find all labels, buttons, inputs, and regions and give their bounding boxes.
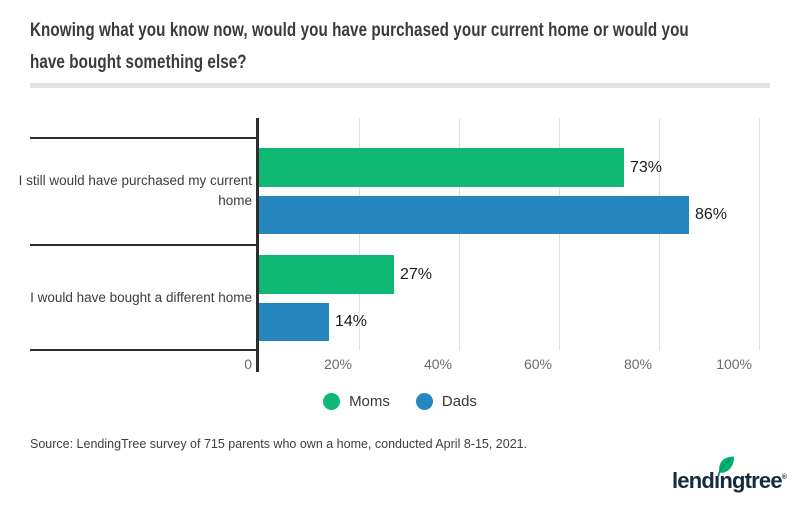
chart-title: Knowing what you know now, would you hav… (30, 15, 689, 79)
category-label-line: I would have bought a different home (30, 290, 252, 305)
legend-label-dads: Dads (441, 393, 477, 410)
bar-moms-current (259, 148, 624, 187)
x-tick-0: 0 (244, 356, 252, 372)
dads-legend-dot-icon (415, 393, 433, 410)
gridline-80 (659, 118, 660, 350)
wordmark-part: lend (672, 468, 715, 493)
gridline-40 (459, 118, 460, 350)
gridline-100 (759, 118, 760, 350)
legend: Moms Dads (0, 393, 800, 410)
gridline-20 (359, 118, 360, 350)
row-separator-bottom (30, 349, 256, 351)
moms-legend-dot-icon (323, 393, 341, 410)
leaf-icon (717, 456, 735, 476)
bar-row-moms-current: 73% (259, 148, 662, 187)
gridline-60 (559, 118, 560, 350)
x-tick-100: 100% (716, 356, 752, 372)
bar-dads-different (259, 303, 329, 341)
wordmark-part: ngtree (719, 468, 782, 493)
row-separator-middle (30, 244, 256, 246)
category-label-line: home (218, 193, 252, 208)
bar-moms-different (259, 255, 394, 294)
lendingtree-wordmark: lendıngtree® (672, 468, 787, 494)
value-label-dads-different: 14% (335, 313, 368, 330)
x-tick-60: 60% (523, 356, 552, 372)
chart-title-line-1: Knowing what you know now, would you hav… (30, 20, 689, 41)
value-label-moms-current: 73% (630, 158, 663, 176)
row-separator-top (30, 137, 256, 139)
title-divider (30, 83, 770, 88)
x-tick-40: 40% (423, 356, 452, 372)
legend-label-moms: Moms (349, 393, 390, 410)
bar-chart: I still would have purchased my current … (0, 118, 800, 372)
x-tick-20: 20% (323, 356, 352, 372)
source-note: Source: LendingTree survey of 715 parent… (30, 437, 528, 451)
value-label-moms-different: 27% (400, 265, 433, 283)
bar-row-moms-different: 27% (259, 255, 432, 294)
y-axis-line (256, 118, 259, 372)
bar-row-dads-different: 14% (259, 303, 367, 341)
legend-item-moms: Moms (323, 393, 390, 410)
legend-item-dads: Dads (415, 393, 477, 410)
category-label-different-home: I would have bought a different home (0, 288, 252, 308)
category-label-current-home: I still would have purchased my current … (0, 171, 252, 211)
chart-title-line-2: have bought something else? (30, 52, 247, 73)
wordmark-part: ı (714, 468, 720, 493)
x-tick-80: 80% (623, 356, 652, 372)
value-label-dads-current: 86% (695, 206, 728, 223)
category-label-line: I still would have purchased my current (18, 173, 252, 188)
registered-mark: ® (781, 474, 787, 481)
lendingtree-logo: lendıngtree® (668, 455, 798, 500)
bar-dads-current (259, 196, 689, 234)
bar-row-dads-current: 86% (259, 196, 727, 234)
